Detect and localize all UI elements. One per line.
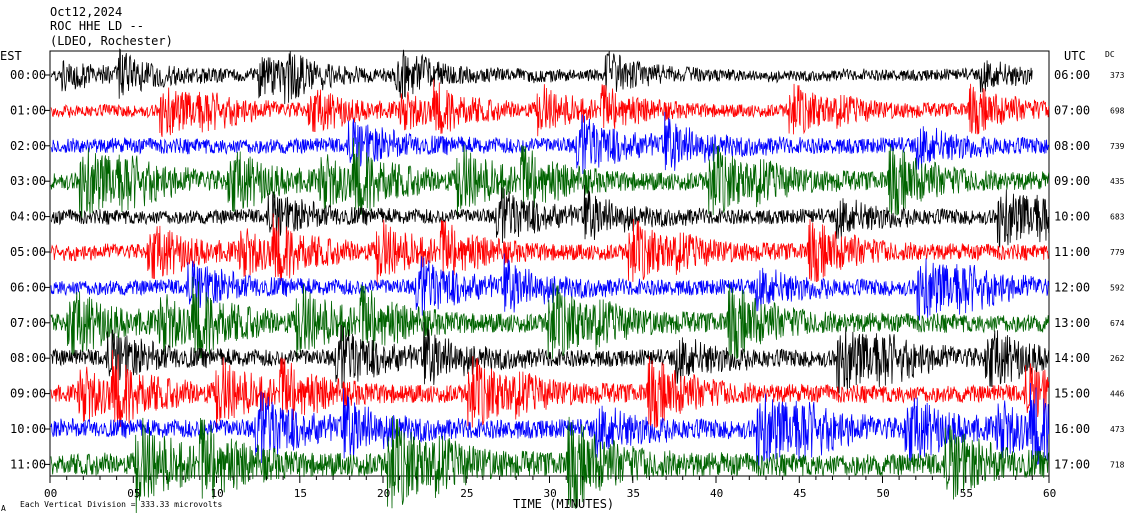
x-tick-label: 35: [627, 487, 640, 500]
utc-label: 10:00: [1054, 210, 1090, 224]
est-label: 04:00: [10, 210, 46, 224]
chart-date: Oct12,2024: [50, 5, 122, 19]
x-tick-label: 55: [960, 487, 973, 500]
est-label: 09:00: [10, 387, 46, 401]
utc-label: 09:00: [1054, 174, 1090, 188]
dc-value: 262: [1110, 354, 1125, 363]
x-tick-label: 10: [211, 487, 224, 500]
dc-value: 779: [1110, 248, 1125, 257]
dc-value: 435: [1110, 177, 1125, 186]
est-label: 08:00: [10, 351, 46, 365]
est-label: 05:00: [10, 245, 46, 259]
x-tick-label: 50: [877, 487, 890, 500]
trace-group: [50, 48, 1050, 513]
utc-label: 12:00: [1054, 280, 1090, 294]
est-label: 03:00: [10, 174, 46, 188]
trace-row-0200: [50, 111, 1050, 175]
dc-column-title: DC: [1105, 50, 1115, 59]
utc-label: 17:00: [1054, 457, 1090, 471]
row-label-group: 00:00 06:00 373 01:00 07:00 698 02:00 08:00 739 0…: [10, 68, 1125, 471]
est-label: 01:00: [10, 103, 46, 117]
utc-label: 13:00: [1054, 316, 1090, 330]
left-axis-title: EST: [0, 49, 22, 63]
utc-label: 11:00: [1054, 245, 1090, 259]
dc-value: 373: [1110, 71, 1125, 80]
trace-row-0000: [50, 48, 1033, 105]
x-tick-label: 25: [460, 487, 473, 500]
dc-value: 446: [1110, 390, 1125, 399]
chart-station: ROC HHE LD --: [50, 19, 144, 33]
x-tick-label: 05: [127, 487, 140, 500]
trace-row-1000: [50, 382, 1050, 469]
footer-mark: A: [1, 504, 6, 513]
x-tick-label: 30: [544, 487, 557, 500]
x-tick-group: 00 05 10 15 20 25 30 35 40 45 50 55 60: [44, 476, 1056, 500]
x-tick-label: 00: [44, 487, 57, 500]
chart-network: (LDEO, Rochester): [50, 34, 173, 48]
x-tick-label: 60: [1043, 487, 1056, 500]
trace-row-1100: [50, 416, 1050, 513]
est-label: 00:00: [10, 68, 46, 82]
utc-label: 07:00: [1054, 103, 1090, 117]
dc-value: 698: [1110, 106, 1125, 115]
est-label: 11:00: [10, 457, 46, 471]
dc-value: 718: [1110, 460, 1125, 469]
dc-value: 592: [1110, 283, 1125, 292]
trace-row-0300: [50, 137, 1050, 219]
trace-row-0700: [50, 276, 1050, 363]
trace-row-0400: [50, 184, 1050, 248]
est-label: 10:00: [10, 422, 46, 436]
footer-vertical-division-note: Each Vertical Division = 333.33 microvol…: [20, 500, 222, 509]
utc-label: 15:00: [1054, 387, 1090, 401]
trace-row-0800: [50, 322, 1050, 394]
utc-label: 08:00: [1054, 139, 1090, 153]
utc-label: 06:00: [1054, 68, 1090, 82]
trace-row-0900: [50, 350, 1050, 431]
trace-row-0100: [50, 79, 1050, 138]
est-label: 07:00: [10, 316, 46, 330]
dc-value: 473: [1110, 425, 1125, 434]
utc-label: 16:00: [1054, 422, 1090, 436]
utc-label: 14:00: [1054, 351, 1090, 365]
est-label: 02:00: [10, 139, 46, 153]
x-tick-label: 40: [710, 487, 723, 500]
x-tick-label: 20: [377, 487, 390, 500]
x-axis-title: TIME (MINUTES): [513, 497, 614, 511]
dc-value: 739: [1110, 142, 1125, 151]
trace-row-0500: [50, 213, 1049, 285]
est-label: 06:00: [10, 280, 46, 294]
dc-value: 683: [1110, 213, 1125, 222]
dc-value: 674: [1110, 319, 1125, 328]
trace-row-0600: [50, 253, 1050, 321]
x-tick-label: 15: [294, 487, 307, 500]
x-tick-label: 45: [793, 487, 806, 500]
right-axis-title: UTC: [1064, 49, 1086, 63]
